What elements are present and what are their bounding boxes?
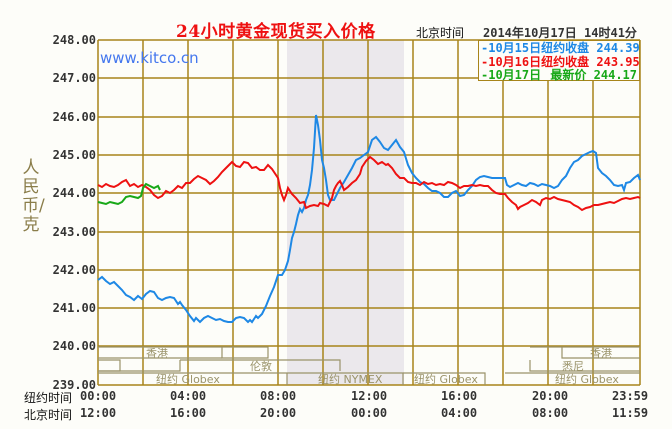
series-oct15-line — [97, 114, 641, 324]
y-tick: 246.00 — [52, 110, 96, 124]
nymex-shade — [287, 40, 404, 385]
y-tick: 243.00 — [52, 225, 96, 239]
beijing-time-label: 北京时间 — [416, 26, 465, 40]
chart-title: 24小时黄金现货买入价格 — [176, 22, 376, 42]
kitco-watermark: www.kitco.cn — [100, 49, 199, 67]
beijing-time-row-label: 北京时间 — [24, 408, 73, 422]
legend-item-oct17: -10月17日 最新价 244.17 — [481, 68, 637, 82]
x-tick-bj: 08:00 — [532, 406, 569, 420]
y-tick: 242.00 — [52, 263, 96, 277]
session-bars — [98, 346, 640, 385]
session-label-ny-globex-2: 纽约 Globex — [414, 373, 478, 386]
y-tick: 244.00 — [52, 186, 96, 200]
x-tick-bj: 11:59 — [612, 406, 649, 420]
session-label-hongkong: 香港 — [146, 347, 168, 360]
session-label-sydney: 悉尼 — [562, 360, 584, 373]
y-tick: 240.00 — [52, 339, 96, 353]
series-oct16-line — [97, 155, 641, 212]
y-tick: 239.00 — [52, 378, 96, 392]
x-tick-ny: 23:59 — [612, 389, 649, 403]
session-label-ny-nymex: 纽约 NYMEX — [318, 373, 383, 386]
session-label-ny-globex-3: 纽约 Globex — [555, 373, 619, 386]
y-tick: 245.00 — [52, 148, 96, 162]
y-axis-label: 人民币/克 — [22, 158, 45, 235]
grid-vertical — [97, 40, 641, 385]
session-label-ny-globex: 纽约 Globex — [156, 373, 220, 386]
series-oct17-line — [97, 182, 161, 206]
x-tick-bj: 16:00 — [170, 406, 207, 420]
x-tick-ny: 20:00 — [532, 389, 569, 403]
current-datetime: 2014年10月17日 14时41分 — [483, 26, 637, 40]
session-label-london: 伦敦 — [250, 360, 272, 373]
x-tick-bj: 00:00 — [351, 406, 388, 420]
ny-time-label: 纽约时间 — [24, 391, 73, 405]
x-tick-ny: 12:00 — [351, 389, 388, 403]
y-tick: 247.00 — [52, 71, 96, 85]
legend-item-oct16: -10月16日 纽约收盘 243.95 — [481, 54, 640, 69]
x-tick-bj: 20:00 — [260, 406, 297, 420]
x-tick-ny: 04:00 — [170, 389, 207, 403]
x-tick-ny: 08:00 — [260, 389, 297, 403]
y-tick: 248.00 — [52, 33, 96, 47]
x-tick-ny: 16:00 — [441, 389, 478, 403]
x-tick-ny: 00:00 — [80, 389, 117, 403]
x-tick-bj: 04:00 — [441, 406, 478, 420]
x-tick-bj: 12:00 — [80, 406, 117, 420]
y-tick: 241.00 — [52, 301, 96, 315]
legend: -10月15日 纽约收盘 244.39 -10月16日 纽约收盘 243.95 … — [478, 40, 640, 82]
legend-item-oct15: -10月15日 纽约收盘 244.39 — [481, 41, 640, 55]
session-label-hongkong-2: 香港 — [590, 347, 612, 360]
